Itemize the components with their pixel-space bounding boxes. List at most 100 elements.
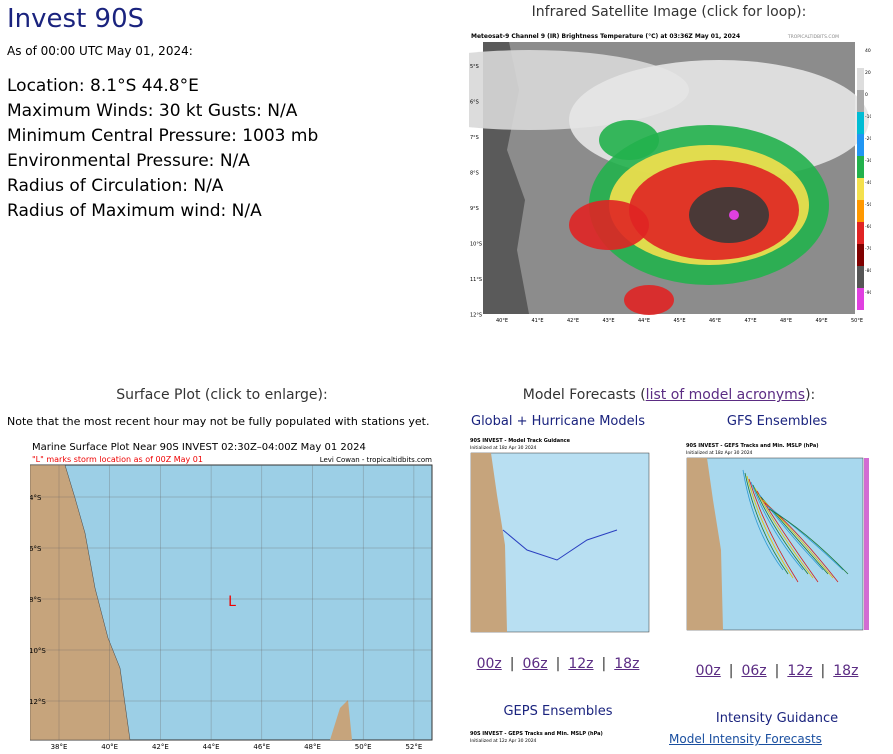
separator: | xyxy=(555,656,561,672)
lat-label: 10°S xyxy=(30,647,46,655)
lon-label: 49°E xyxy=(815,318,827,324)
separator: | xyxy=(509,656,515,672)
cloud xyxy=(624,285,674,315)
heading-text: Model Forecasts ( xyxy=(522,387,646,403)
colorbar-segment xyxy=(857,134,864,156)
intensity-title: Intensity Guidance xyxy=(715,711,839,726)
global-title: Global + Hurricane Models xyxy=(470,414,646,429)
lon-label: 40°E xyxy=(101,743,118,751)
gfs-image[interactable]: 90S INVEST - GEFS Tracks and Min. MSLP (… xyxy=(683,440,871,638)
colorbar-segment xyxy=(857,200,864,222)
image-title: 90S INVEST - GEFS Tracks and Min. MSLP (… xyxy=(686,443,819,449)
colorbar-label: -40 xyxy=(865,180,871,186)
run-link[interactable]: 12z xyxy=(568,656,594,672)
colorbar-segment xyxy=(857,46,864,68)
run-link[interactable]: 12z xyxy=(787,663,813,679)
colorbar-segment xyxy=(857,90,864,112)
lat-label: 7°S xyxy=(470,135,479,141)
as-of: As of 00:00 UTC May 01, 2024: xyxy=(7,44,193,58)
info-line: Maximum Winds: 30 kt Gusts: N/A xyxy=(7,101,298,121)
colorbar-label: -60 xyxy=(865,224,871,230)
gfs-title: GFS Ensembles xyxy=(726,414,828,429)
satellite-image[interactable]: Meteosat-9 Channel 9 (IR) Brightness Tem… xyxy=(469,30,871,328)
cloud xyxy=(599,120,659,160)
heading-end: ): xyxy=(805,387,816,403)
lon-label: 46°E xyxy=(709,318,721,324)
land xyxy=(687,458,723,630)
image-init: Initialized at 18z Apr 30 2024 xyxy=(686,450,753,456)
separator: | xyxy=(820,663,826,679)
ens-track xyxy=(756,490,819,583)
colorbar-segment xyxy=(857,156,864,178)
run-link[interactable]: 00z xyxy=(695,663,721,679)
run-link[interactable]: 18z xyxy=(614,656,640,672)
separator: | xyxy=(774,663,780,679)
colorbar-segment xyxy=(857,112,864,134)
surface-note: Note that the most recent hour may not b… xyxy=(7,415,430,428)
lat-label: 6°S xyxy=(470,100,479,106)
land xyxy=(471,453,507,632)
geps-image[interactable]: 90S INVEST - GEPS Tracks and Min. MSLP (… xyxy=(467,728,657,754)
info-line: Environmental Pressure: N/A xyxy=(7,151,250,171)
storm-marker: L xyxy=(228,594,236,610)
ens-track xyxy=(750,481,804,571)
separator: | xyxy=(601,656,607,672)
colorbar-segment xyxy=(857,288,864,310)
madagascar xyxy=(330,700,352,740)
lon-label: 44°E xyxy=(203,743,220,751)
surface-plot[interactable]: Marine Surface Plot Near 90S INVEST 02:3… xyxy=(30,438,434,754)
lon-label: 44°E xyxy=(638,318,650,324)
lat-label: 12°S xyxy=(30,698,46,706)
ens-track xyxy=(768,508,849,575)
info-list: Location: 8.1°S 44.8°E Maximum Winds: 30 … xyxy=(7,74,318,224)
legend-bar xyxy=(864,458,869,630)
info-line: Radius of Maximum wind: N/A xyxy=(7,201,262,221)
ens-track xyxy=(742,469,784,571)
image-title: Meteosat-9 Channel 9 (IR) Brightness Tem… xyxy=(471,33,740,40)
lat-label: 10°S xyxy=(470,242,482,248)
colorbar-label: -70 xyxy=(865,246,871,252)
lon-label: 48°E xyxy=(780,318,792,324)
storm-title: Invest 90S xyxy=(7,4,145,34)
lat-label: 8°S xyxy=(30,596,42,604)
colorbar-segment xyxy=(857,222,864,244)
lat-label: 4°S xyxy=(30,494,42,502)
image-init: Initialized at 12z Apr 30 2024 xyxy=(470,738,537,744)
lon-label: 40°E xyxy=(496,318,508,324)
ens-track xyxy=(744,472,789,575)
colorbar-label: -80 xyxy=(865,268,871,274)
lat-label: 5°S xyxy=(470,64,479,70)
surface-heading: Surface Plot (click to enlarge): xyxy=(116,387,328,403)
lat-label: 9°S xyxy=(470,206,479,212)
land xyxy=(30,464,131,741)
core xyxy=(729,210,739,220)
plot-subtitle: "L" marks storm location as of 00Z May 0… xyxy=(32,455,203,464)
credit: TROPICALTIDBITS.COM xyxy=(787,34,839,40)
info-line: Radius of Circulation: N/A xyxy=(7,176,224,196)
run-links: 00z | 06z | 12z | 18z xyxy=(696,663,859,679)
info-line: Location: 8.1°S 44.8°E xyxy=(7,76,199,96)
intensity-link[interactable]: Model Intensity Forecasts xyxy=(669,732,822,746)
image-init: Initialized at 18z Apr 30 2024 xyxy=(470,445,537,451)
acronyms-link[interactable]: list of model acronyms xyxy=(645,387,806,403)
satellite-heading: Infrared Satellite Image (click for loop… xyxy=(531,4,807,20)
ens-track xyxy=(766,505,844,571)
lat-label: 11°S xyxy=(470,277,482,283)
colorbar-label: -50 xyxy=(865,202,871,208)
colorbar-label: -10 xyxy=(865,114,871,120)
colorbar-segment xyxy=(857,68,864,90)
run-link[interactable]: 06z xyxy=(522,656,548,672)
lat-label: 6°S xyxy=(30,545,42,553)
cloud xyxy=(569,200,649,250)
colorbar-label: -20 xyxy=(865,136,871,142)
lon-label: 42°E xyxy=(567,318,579,324)
global-image[interactable]: 90S INVEST - Model Track GuidanceInitial… xyxy=(467,435,657,640)
image-title: 90S INVEST - Model Track Guidance xyxy=(470,438,571,444)
ens-track xyxy=(746,475,794,579)
run-link[interactable]: 00z xyxy=(476,656,502,672)
run-link[interactable]: 06z xyxy=(741,663,767,679)
plot-title: Marine Surface Plot Near 90S INVEST 02:3… xyxy=(32,442,366,453)
lat-label: 12°S xyxy=(470,313,482,319)
lon-label: 46°E xyxy=(253,743,270,751)
run-link[interactable]: 18z xyxy=(833,663,859,679)
